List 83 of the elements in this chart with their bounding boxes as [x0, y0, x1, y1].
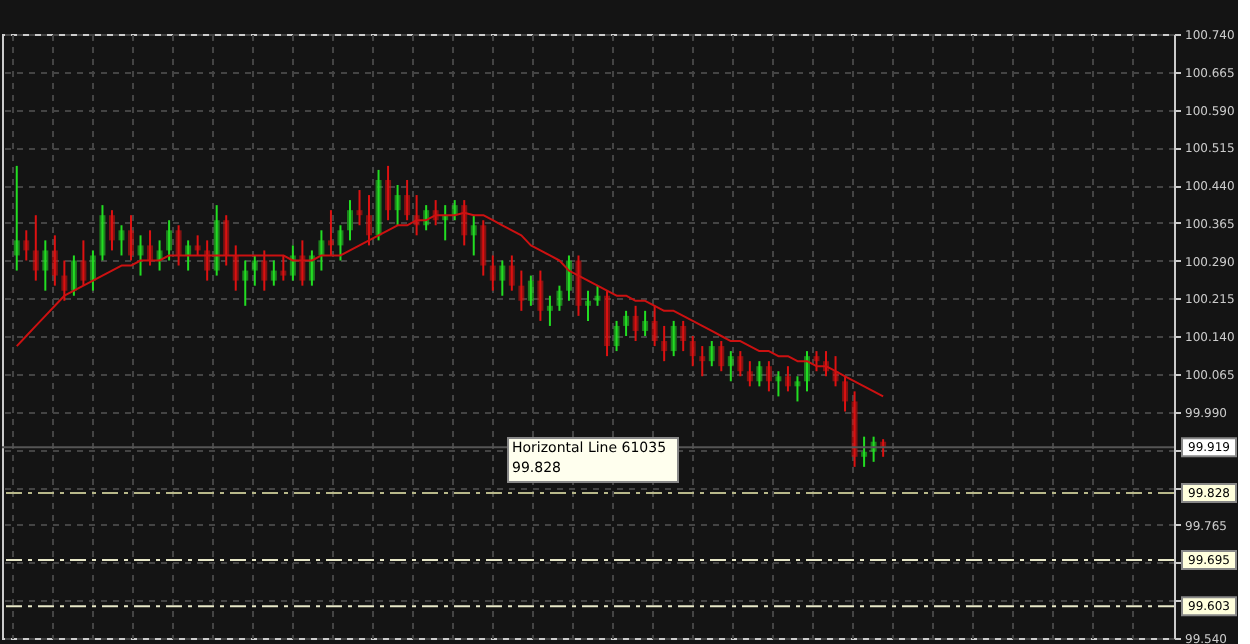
candlestick	[318, 229, 325, 272]
candlestick	[518, 269, 525, 312]
candlestick	[337, 224, 344, 262]
candlestick	[623, 309, 630, 337]
candlestick	[585, 289, 591, 322]
candlestick	[299, 239, 306, 287]
candlestick	[70, 254, 77, 297]
candlestick	[708, 340, 715, 368]
candlestick	[394, 184, 401, 227]
candlestick	[746, 360, 753, 388]
candlestick	[775, 370, 782, 398]
candlestick	[61, 259, 68, 302]
candlestick	[385, 164, 392, 222]
candlestick	[280, 254, 287, 282]
candlestick	[642, 309, 649, 337]
candlestick	[680, 319, 687, 353]
candlestick	[480, 219, 487, 277]
candlestick	[80, 239, 87, 287]
candlestick	[89, 249, 96, 292]
candlestick	[842, 375, 849, 413]
candlestick	[604, 289, 611, 358]
candlestick	[661, 324, 668, 363]
candlestick	[784, 365, 791, 393]
candlestick	[51, 234, 58, 287]
candlestick	[756, 360, 763, 388]
candlestick	[232, 244, 239, 292]
candlestick	[461, 199, 468, 247]
candlestick	[670, 319, 677, 358]
candlestick	[718, 340, 725, 373]
candlestick	[527, 274, 534, 307]
candlestick	[204, 239, 211, 282]
candlestick	[251, 254, 258, 287]
candlestick	[375, 168, 382, 242]
candlestick	[270, 259, 277, 287]
candlestick	[737, 350, 744, 378]
candlestick	[13, 164, 20, 272]
candlestick	[765, 360, 772, 393]
candlestick	[689, 335, 696, 368]
candlestick	[813, 350, 820, 373]
candlestick	[508, 254, 515, 292]
candlestick	[223, 214, 230, 267]
candlestick	[261, 249, 268, 292]
candlestick	[803, 350, 810, 393]
candlestick	[213, 204, 220, 277]
candlestick	[565, 254, 572, 302]
candlestick	[613, 319, 620, 353]
candlestick	[175, 224, 182, 267]
candlestick	[546, 294, 553, 327]
candlestick	[156, 239, 163, 272]
candlestick	[32, 214, 39, 282]
candlestick	[147, 229, 154, 267]
candlestick	[366, 194, 373, 247]
candlestick	[185, 239, 192, 272]
candlestick	[137, 234, 144, 277]
candlestick	[166, 219, 173, 262]
candlestick	[727, 350, 734, 383]
candlestick	[42, 239, 49, 292]
candlestick	[118, 224, 125, 257]
candlestick	[23, 229, 30, 262]
candlestick	[594, 284, 601, 307]
candlestick	[108, 209, 115, 252]
candlestick	[699, 345, 706, 378]
candlestick	[470, 214, 477, 257]
candlestick	[194, 234, 201, 257]
candlestick	[575, 254, 582, 317]
candlestick	[404, 178, 411, 222]
candlestick	[327, 209, 334, 257]
candlestick	[499, 259, 506, 297]
candlestick	[128, 214, 135, 262]
candlestick	[851, 390, 858, 468]
candlestick	[651, 304, 658, 348]
candlestick	[356, 189, 363, 227]
candlestick	[346, 199, 353, 242]
candlestick	[537, 269, 544, 322]
candlestick	[794, 375, 801, 403]
candlestick	[861, 435, 868, 468]
candlestick	[489, 254, 496, 292]
candlestick	[632, 304, 639, 343]
candlestick	[99, 204, 106, 262]
candlestick	[289, 244, 296, 282]
candlestick	[556, 284, 563, 312]
candlestick	[242, 259, 249, 307]
candlestick	[308, 249, 315, 287]
